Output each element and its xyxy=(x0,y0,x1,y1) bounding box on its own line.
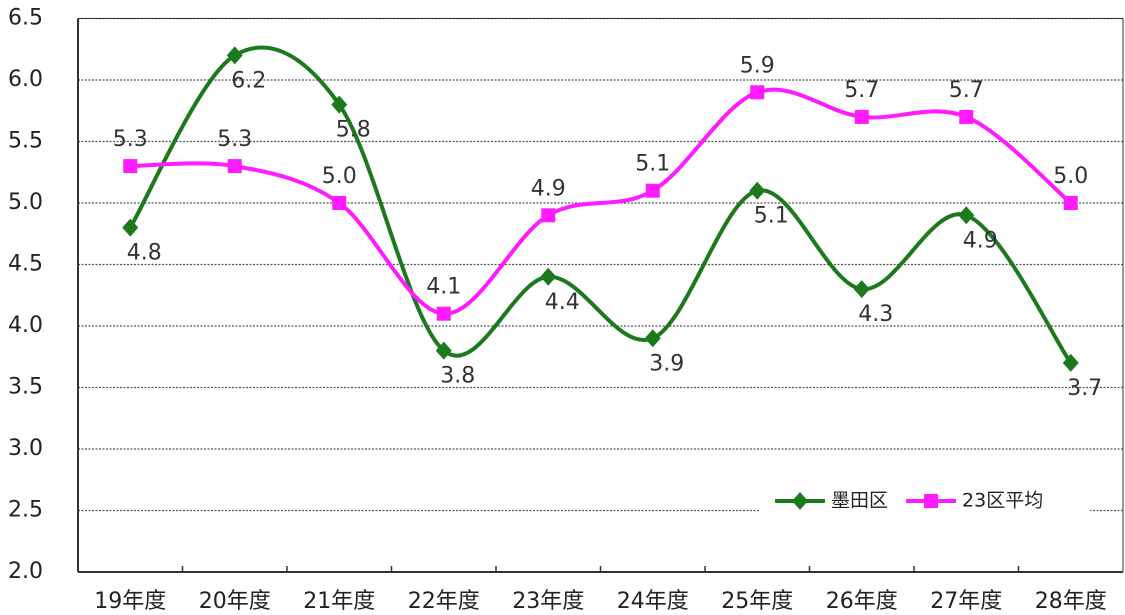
y-tick-label: 2.5 xyxy=(8,498,43,523)
data-label: 4.4 xyxy=(545,290,580,315)
legend-label: 23区平均 xyxy=(962,490,1043,512)
y-tick-label: 6.5 xyxy=(8,6,43,31)
x-tick-label: 19年度 xyxy=(94,589,166,614)
series: 5.3 5.3 5.0 4.1 4.9 5.1 5.9 5.7 5.7 5.0 xyxy=(113,53,1088,321)
marker xyxy=(1062,353,1079,372)
data-label: 3.9 xyxy=(649,351,684,376)
data-label: 4.9 xyxy=(963,228,998,253)
data-label: 4.9 xyxy=(531,176,566,201)
y-tick-label: 4.0 xyxy=(8,313,43,338)
data-label: 5.7 xyxy=(949,78,984,103)
marker xyxy=(854,109,869,124)
x-tick-label: 20年度 xyxy=(199,589,271,614)
marker xyxy=(227,159,242,174)
marker xyxy=(122,218,139,237)
data-label: 5.9 xyxy=(740,53,775,78)
data-label: 4.1 xyxy=(426,275,461,300)
data-label: 4.8 xyxy=(127,241,162,266)
y-tick-label: 5.5 xyxy=(8,129,43,154)
data-label: 3.8 xyxy=(440,364,475,389)
y-tick-label: 3.0 xyxy=(8,436,43,461)
data-label: 3.7 xyxy=(1067,376,1102,401)
marker xyxy=(792,492,808,510)
x-tick-label: 21年度 xyxy=(303,589,375,614)
marker xyxy=(645,183,660,198)
line xyxy=(128,45,1073,365)
data-label: 6.2 xyxy=(231,68,266,93)
marker xyxy=(226,46,243,65)
x-tick-label: 22年度 xyxy=(408,589,480,614)
marker xyxy=(541,208,556,223)
marker xyxy=(331,95,348,114)
marker xyxy=(436,306,451,321)
data-label: 5.1 xyxy=(635,152,670,177)
x-tick-label: 28年度 xyxy=(1035,589,1107,614)
marker xyxy=(958,206,975,225)
marker xyxy=(750,85,765,100)
data-label: 5.3 xyxy=(217,127,252,152)
data-label: 5.7 xyxy=(844,78,879,103)
data-label: 5.0 xyxy=(1053,164,1088,189)
data-label: 5.0 xyxy=(322,164,357,189)
legend: 墨田区 23区平均 xyxy=(760,482,1090,520)
data-label: 5.3 xyxy=(113,127,148,152)
y-tick-label: 2.0 xyxy=(8,559,43,584)
y-tick-label: 6.0 xyxy=(8,67,43,92)
x-tick-label: 26年度 xyxy=(826,589,898,614)
marker xyxy=(853,280,870,299)
marker xyxy=(644,329,661,348)
marker xyxy=(959,109,974,124)
marker xyxy=(435,341,452,360)
x-tick-label: 25年度 xyxy=(721,589,793,614)
x-tick-label: 27年度 xyxy=(930,589,1002,614)
y-tick-label: 3.5 xyxy=(8,375,43,400)
data-label: 4.3 xyxy=(858,302,893,327)
x-tick-label: 24年度 xyxy=(617,589,689,614)
marker xyxy=(332,196,347,210)
data-label: 5.1 xyxy=(754,204,789,229)
marker xyxy=(540,267,557,286)
legend-label: 墨田区 xyxy=(831,490,888,512)
marker xyxy=(123,159,138,174)
x-tick-label: 23年度 xyxy=(512,589,584,614)
data-label: 5.8 xyxy=(336,118,371,143)
line xyxy=(130,87,1073,316)
y-tick-label: 5.0 xyxy=(8,190,43,215)
marker xyxy=(1063,196,1078,210)
series: 4.8 6.2 5.8 3.8 4.4 3.9 5.1 4.3 4.9 3.7 xyxy=(122,45,1102,401)
marker xyxy=(924,494,939,508)
marker xyxy=(749,181,766,200)
y-tick-label: 4.5 xyxy=(8,252,43,277)
